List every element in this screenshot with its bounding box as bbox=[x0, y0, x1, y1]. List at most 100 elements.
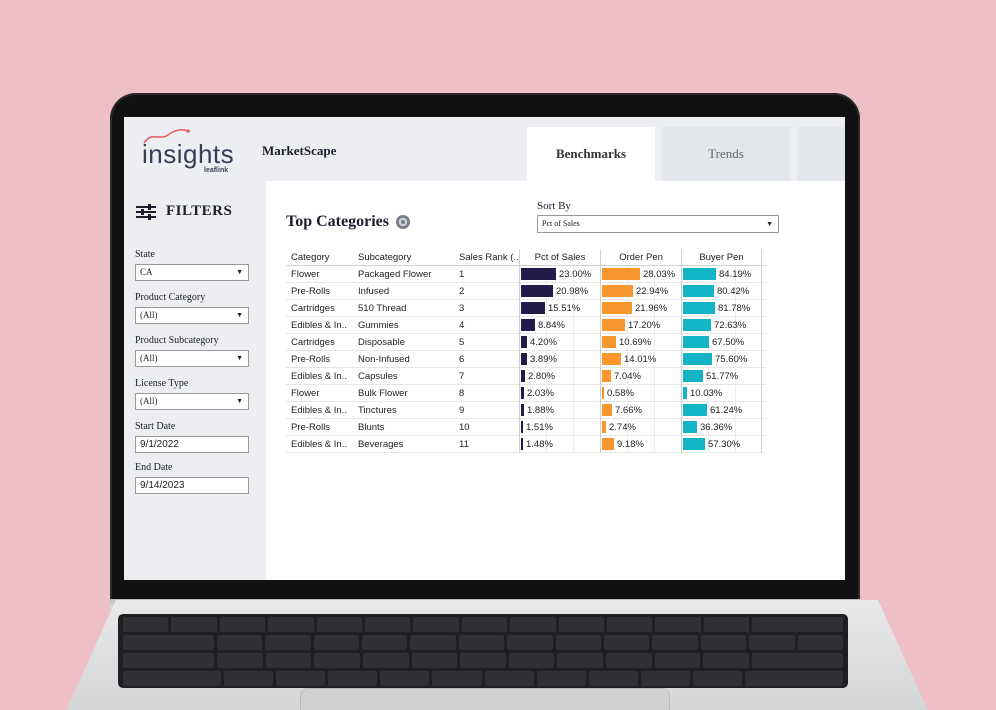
cell-category: Flower bbox=[291, 268, 320, 280]
cell-sales-rank: 10 bbox=[459, 421, 470, 433]
state-select[interactable]: CA ▼ bbox=[135, 264, 249, 281]
table-row[interactable]: Pre-Rolls Non-Infused 6 3.89% 14.01% 75.60% bbox=[286, 350, 766, 368]
logo-spark-icon bbox=[143, 129, 190, 144]
pct-sales-bar bbox=[521, 284, 553, 297]
table-row[interactable]: Flower Packaged Flower 1 23.00% 28.03% 84.19% bbox=[286, 265, 766, 283]
cell-subcategory: Beverages bbox=[358, 438, 404, 450]
cell-sales-rank: 7 bbox=[459, 370, 465, 382]
table-row[interactable]: Flower Bulk Flower 8 2.03% 0.58% 10.03% bbox=[286, 384, 766, 402]
cell-category: Pre-Rolls bbox=[291, 421, 331, 433]
order-pen-bar bbox=[602, 403, 612, 416]
cell-order-pen: 14.01% bbox=[600, 350, 681, 368]
start-date-input[interactable]: 9/1/2022 bbox=[135, 436, 249, 453]
pct-sales-bar bbox=[521, 318, 535, 331]
tab-benchmarks[interactable]: Benchmarks bbox=[527, 127, 655, 181]
cell-subcategory: Disposable bbox=[358, 336, 405, 348]
table-row[interactable]: Edibles & In.. Beverages 11 1.48% 9.18% 57.30… bbox=[286, 435, 766, 453]
tab-trends[interactable]: Trends bbox=[662, 127, 790, 181]
order-pen-bar bbox=[602, 352, 621, 365]
order-pen-value: 22.94% bbox=[636, 285, 669, 297]
buyer-pen-bar bbox=[683, 437, 705, 450]
buyer-pen-bar bbox=[683, 369, 703, 382]
order-pen-bar bbox=[602, 284, 633, 297]
sort-by-value: Pct of Sales bbox=[542, 219, 580, 228]
cell-order-pen: 2.74% bbox=[600, 418, 681, 436]
pct-sales-value: 2.03% bbox=[527, 387, 554, 399]
pct-sales-value: 1.48% bbox=[526, 438, 553, 450]
table-row[interactable]: Edibles & In.. Gummies 4 8.84% 17.20% 72.63% bbox=[286, 316, 766, 334]
col-header-sales-rank[interactable]: Sales Rank (.. bbox=[459, 251, 519, 263]
end-date-input[interactable]: 9/14/2023 bbox=[135, 477, 249, 494]
cell-sales-rank: 9 bbox=[459, 404, 465, 416]
pct-sales-value: 20.98% bbox=[556, 285, 589, 297]
cell-pct-sales: 3.89% bbox=[519, 350, 600, 368]
table-row[interactable]: Cartridges 510 Thread 3 15.51% 21.96% 81.78% bbox=[286, 299, 766, 317]
cell-buyer-pen: 36.36% bbox=[681, 418, 762, 436]
sliders-icon bbox=[136, 203, 156, 220]
cell-sales-rank: 8 bbox=[459, 387, 465, 399]
col-header-buyer-pen[interactable]: Buyer Pen bbox=[681, 248, 762, 266]
col-header-order-pen[interactable]: Order Pen bbox=[600, 248, 681, 266]
license-type-label: License Type bbox=[135, 378, 189, 389]
product-subcategory-value: (All) bbox=[140, 353, 158, 363]
cell-order-pen: 7.04% bbox=[600, 367, 681, 385]
trackpad bbox=[300, 688, 670, 710]
cell-category: Edibles & In.. bbox=[291, 404, 347, 416]
product-category-select[interactable]: (All) ▼ bbox=[135, 307, 249, 324]
sort-by-select[interactable]: Pct of Sales ▼ bbox=[537, 215, 779, 233]
cell-subcategory: Bulk Flower bbox=[358, 387, 408, 399]
order-pen-bar bbox=[602, 369, 611, 382]
cell-pct-sales: 1.48% bbox=[519, 435, 600, 453]
table-row[interactable]: Cartridges Disposable 5 4.20% 10.69% 67.50% bbox=[286, 333, 766, 351]
pct-sales-value: 1.88% bbox=[527, 404, 554, 416]
buyer-pen-value: 51.77% bbox=[706, 370, 739, 382]
cell-pct-sales: 8.84% bbox=[519, 316, 600, 334]
pct-sales-bar bbox=[521, 403, 524, 416]
gear-icon[interactable] bbox=[395, 214, 411, 230]
cell-pct-sales: 20.98% bbox=[519, 282, 600, 300]
product-subcategory-select[interactable]: (All) ▼ bbox=[135, 350, 249, 367]
laptop-keyboard bbox=[118, 614, 848, 688]
order-pen-bar bbox=[602, 335, 616, 348]
cell-subcategory: 510 Thread bbox=[358, 302, 407, 314]
cell-order-pen: 28.03% bbox=[600, 265, 681, 283]
buyer-pen-bar bbox=[683, 301, 715, 314]
license-type-select[interactable]: (All) ▼ bbox=[135, 393, 249, 410]
pct-sales-bar bbox=[521, 267, 556, 280]
top-bar: insights leaflink MarketScape Benchmarks… bbox=[124, 117, 845, 181]
insights-logo[interactable]: insights leaflink bbox=[142, 127, 252, 175]
table-row[interactable]: Edibles & In.. Tinctures 9 1.88% 7.66% 61.24% bbox=[286, 401, 766, 419]
cell-sales-rank: 4 bbox=[459, 319, 465, 331]
order-pen-value: 0.58% bbox=[607, 387, 634, 399]
table-row[interactable]: Pre-Rolls Infused 2 20.98% 22.94% 80.42% bbox=[286, 282, 766, 300]
logo-subtext: leaflink bbox=[204, 167, 229, 174]
cell-subcategory: Gummies bbox=[358, 319, 399, 331]
order-pen-bar bbox=[602, 386, 604, 399]
order-pen-bar bbox=[602, 420, 606, 433]
col-header-category[interactable]: Category bbox=[291, 251, 330, 263]
buyer-pen-bar bbox=[683, 335, 709, 348]
order-pen-value: 21.96% bbox=[635, 302, 668, 314]
order-pen-bar bbox=[602, 267, 640, 280]
table-row[interactable]: Edibles & In.. Capsules 7 2.80% 7.04% 51.77% bbox=[286, 367, 766, 385]
cell-pct-sales: 2.80% bbox=[519, 367, 600, 385]
col-header-pct-sales[interactable]: Pct of Sales bbox=[519, 248, 600, 266]
cell-subcategory: Tinctures bbox=[358, 404, 397, 416]
cell-order-pen: 10.69% bbox=[600, 333, 681, 351]
cell-category: Edibles & In.. bbox=[291, 370, 347, 382]
filters-title: FILTERS bbox=[166, 203, 233, 219]
cell-buyer-pen: 51.77% bbox=[681, 367, 762, 385]
col-header-subcategory[interactable]: Subcategory bbox=[358, 251, 412, 263]
tab-overflow[interactable] bbox=[797, 127, 845, 181]
cell-buyer-pen: 84.19% bbox=[681, 265, 762, 283]
cell-buyer-pen: 80.42% bbox=[681, 282, 762, 300]
pct-sales-value: 1.51% bbox=[526, 421, 553, 433]
table-body: Flower Packaged Flower 1 23.00% 28.03% 84.19%… bbox=[286, 265, 766, 453]
cell-subcategory: Capsules bbox=[358, 370, 398, 382]
table-row[interactable]: Pre-Rolls Blunts 10 1.51% 2.74% 36.36% bbox=[286, 418, 766, 436]
cell-sales-rank: 6 bbox=[459, 353, 465, 365]
cell-subcategory: Blunts bbox=[358, 421, 385, 433]
buyer-pen-value: 80.42% bbox=[717, 285, 750, 297]
order-pen-value: 7.04% bbox=[614, 370, 641, 382]
cell-order-pen: 17.20% bbox=[600, 316, 681, 334]
